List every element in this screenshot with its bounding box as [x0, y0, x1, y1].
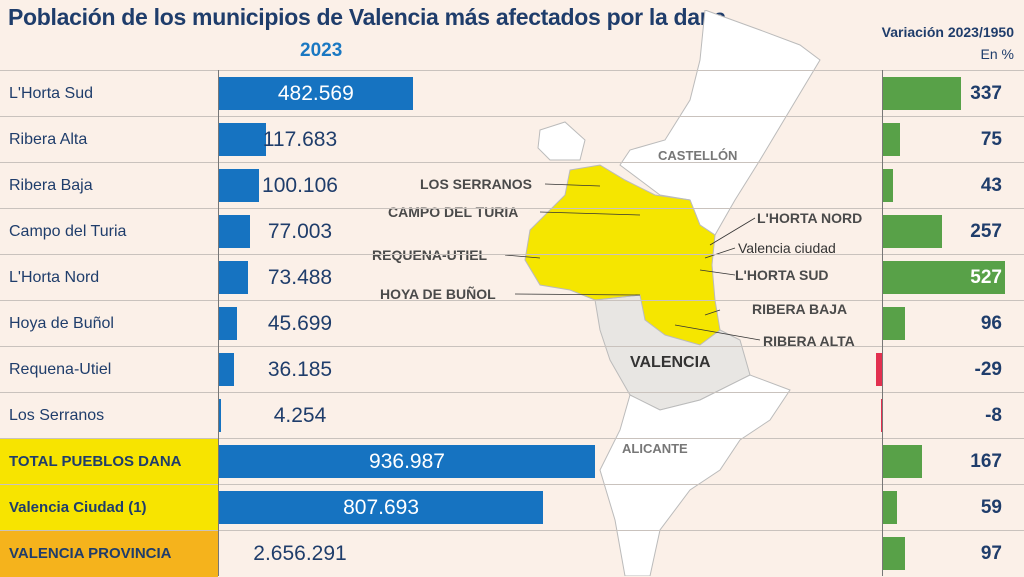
table-row: L'Horta Nord 73.488 527 — [0, 254, 1024, 300]
variation-value: -29 — [974, 359, 1002, 380]
table-row: Ribera Baja 100.106 43 — [0, 162, 1024, 208]
variation-value: 96 — [980, 313, 1002, 334]
variation-axis — [882, 70, 883, 576]
population-value: 807.693 — [343, 496, 420, 519]
variation-value: 257 — [970, 221, 1002, 242]
map-label-valencia-ciudad: Valencia ciudad — [738, 240, 836, 256]
map-label-hoya-de-bunol: HOYA DE BUÑOL — [380, 286, 496, 302]
variation-bar — [883, 261, 1005, 294]
population-bar — [219, 491, 544, 524]
population-value: 936.987 — [369, 450, 445, 473]
table-row: Hoya de Buñol 45.699 96 — [0, 300, 1024, 346]
population-bar — [219, 307, 238, 340]
alicante-province — [599, 374, 791, 576]
row-label: Ribera Alta — [9, 131, 88, 148]
table-row: Campo del Turia 77.003 257 — [0, 208, 1024, 254]
chart-title: Población de los municipios de Valencia … — [8, 4, 727, 30]
population-value: 117.683 — [262, 128, 338, 151]
table-row: Valencia Ciudad (1) 807.693 59 — [0, 484, 1024, 531]
variation-unit: En % — [980, 46, 1014, 62]
table-row: TOTAL PUEBLOS DANA 936.987 167 — [0, 438, 1024, 485]
row-label: Ribera Baja — [9, 177, 93, 194]
row-label: L'Horta Nord — [9, 269, 100, 286]
population-bar — [219, 445, 595, 478]
variation-value: -8 — [985, 405, 1002, 426]
row-label: L'Horta Sud — [9, 85, 93, 102]
variation-bar — [883, 123, 901, 156]
variation-bar — [883, 215, 943, 248]
variation-bar — [876, 353, 883, 386]
variation-value: 43 — [980, 175, 1002, 196]
row-label: Los Serranos — [9, 407, 105, 424]
variation-bar — [883, 77, 961, 110]
table-row: Requena-Utiel 36.185 -29 — [0, 346, 1024, 392]
variation-value: 97 — [980, 543, 1002, 564]
map-label-castellon: CASTELLÓN — [658, 148, 738, 163]
map-label-alicante: ALICANTE — [622, 441, 688, 456]
population-bar — [219, 261, 249, 294]
table-row: VALENCIA PROVINCIA 2.656.291 97 — [0, 530, 1024, 577]
rincon-de-ademuz — [537, 121, 586, 161]
row-label: VALENCIA PROVINCIA — [0, 531, 218, 577]
variation-value: 167 — [970, 451, 1002, 472]
row-label: Campo del Turia — [9, 223, 127, 240]
variation-bar — [883, 537, 906, 570]
map-label-ribera-alta: RIBERA ALTA — [763, 333, 855, 349]
map-label-lhorta-nord: L'HORTA NORD — [757, 210, 863, 226]
row-label: Hoya de Buñol — [9, 315, 114, 332]
table-row: L'Horta Sud 482.569 337 — [0, 70, 1024, 116]
population-bar — [219, 399, 221, 432]
row-label: Valencia Ciudad (1) — [0, 485, 218, 531]
population-axis — [218, 70, 219, 576]
population-value: 482.569 — [277, 82, 354, 105]
variation-value: 59 — [980, 497, 1002, 518]
variation-bar — [883, 307, 906, 340]
row-label: Requena-Utiel — [9, 361, 112, 378]
variation-value: 337 — [970, 83, 1002, 104]
population-bar — [219, 123, 267, 156]
population-value: 77.003 — [267, 220, 333, 243]
variation-bar — [883, 169, 893, 202]
variation-value: 75 — [980, 129, 1002, 150]
population-column-title: 2023 — [300, 40, 343, 61]
population-value: 73.488 — [267, 266, 333, 289]
population-bar — [219, 77, 413, 110]
population-value: 45.699 — [267, 312, 333, 335]
population-bar — [219, 215, 250, 248]
variation-bar — [883, 445, 922, 478]
map-label-requena-utiel: REQUENA-UTIEL — [372, 247, 488, 263]
population-value: 4.254 — [273, 404, 327, 427]
variation-bar — [883, 491, 897, 524]
population-bar — [219, 353, 234, 386]
row-label: TOTAL PUEBLOS DANA — [0, 439, 218, 485]
map-label-lhorta-sud: L'HORTA SUD — [735, 267, 829, 283]
variation-column-title: Variación 2023/1950 — [881, 24, 1014, 40]
table-row: Los Serranos 4.254 -8 — [0, 392, 1024, 438]
map-label-ribera-baja: RIBERA BAJA — [752, 301, 848, 317]
map-label-valencia: VALENCIA — [630, 354, 711, 371]
variation-value: 527 — [970, 267, 1002, 288]
table-row: Ribera Alta 117.683 75 — [0, 116, 1024, 162]
population-value: 2.656.291 — [253, 542, 347, 565]
population-bar — [219, 169, 260, 202]
map-label-los-serranos: LOS SERRANOS — [420, 176, 533, 192]
population-value: 100.106 — [262, 174, 338, 197]
population-value: 36.185 — [267, 358, 333, 381]
